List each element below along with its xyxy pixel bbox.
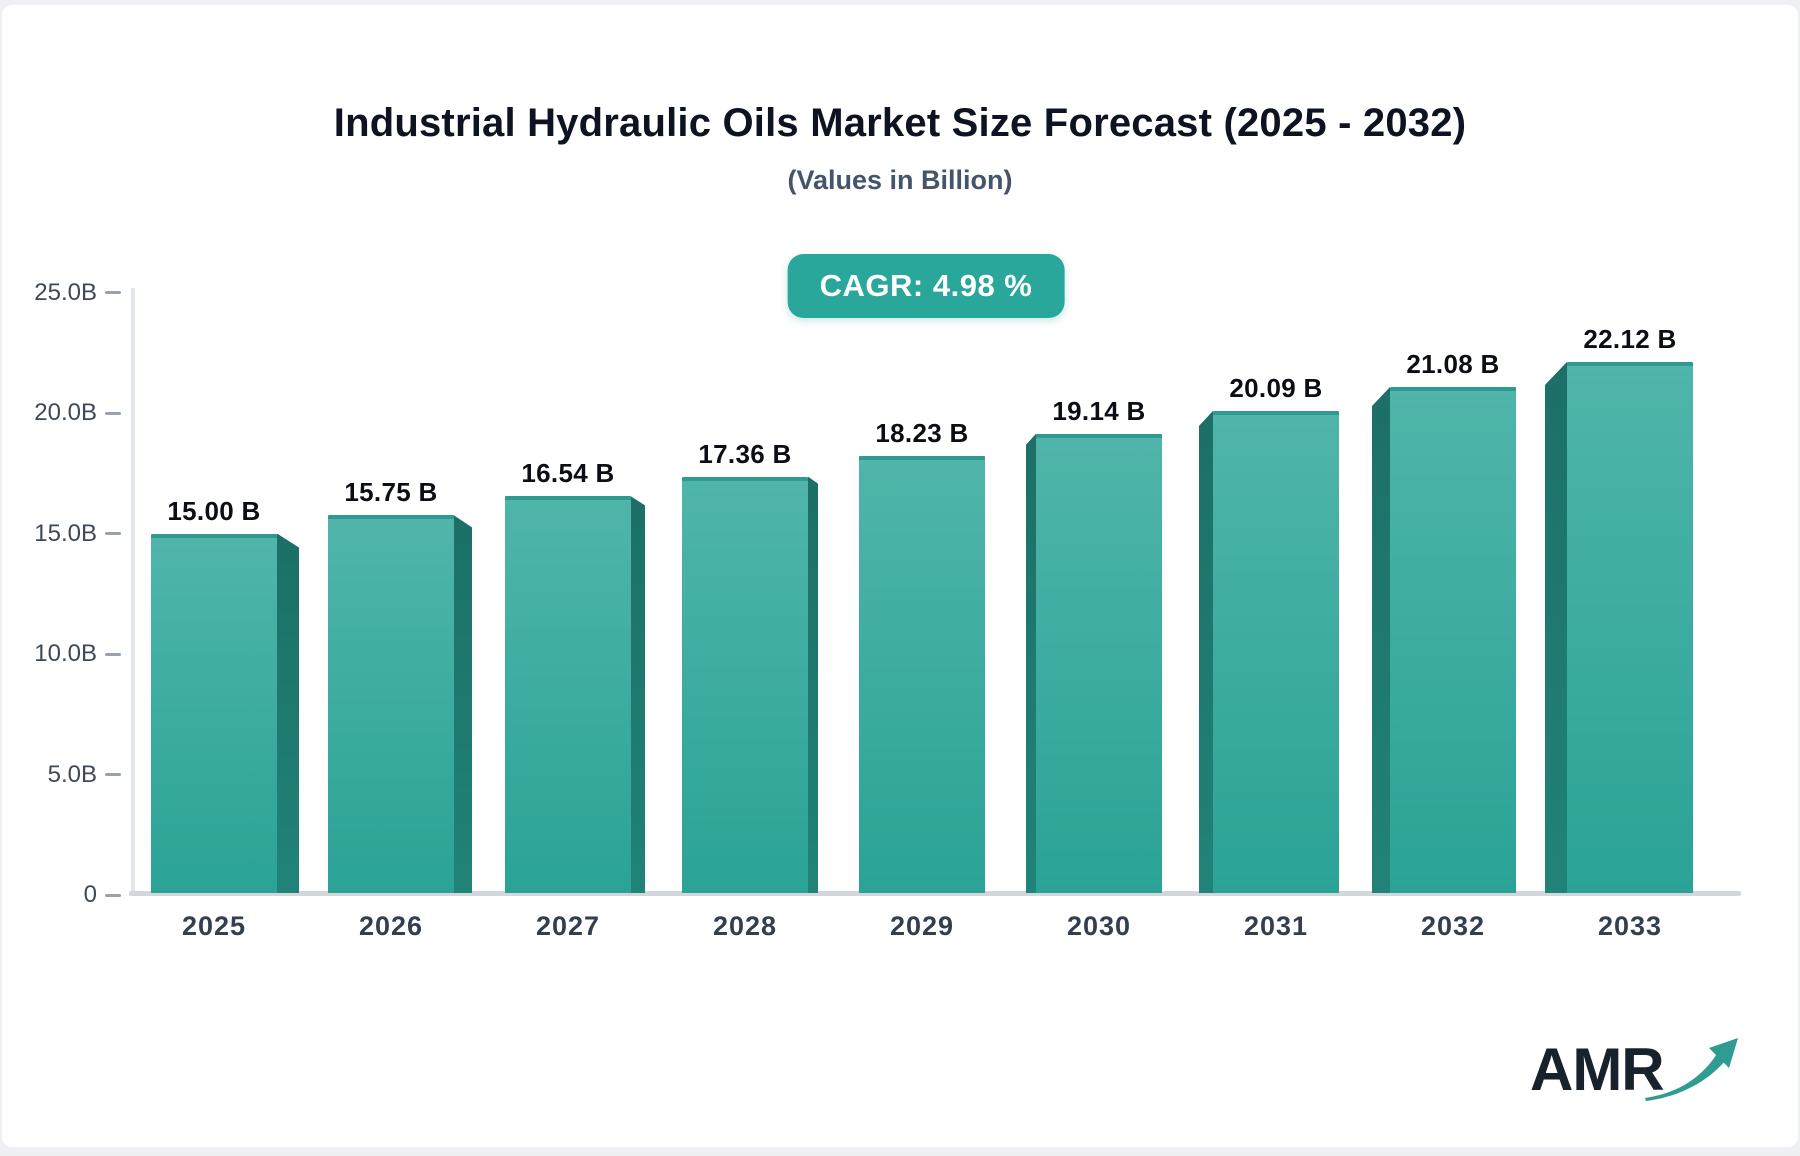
bar-2030[interactable] — [1036, 433, 1162, 893]
bar-2028[interactable] — [682, 476, 808, 893]
x-axis-label-2026: 2026 — [358, 911, 424, 941]
y-tick-label: 20.0B — [34, 399, 97, 426]
bar-2025[interactable] — [151, 533, 277, 893]
bar-value-label: 16.54 B — [521, 458, 615, 489]
y-tick-mark — [105, 411, 121, 415]
y-tick-label: 15.0B — [34, 519, 97, 547]
bar-side-face — [1545, 361, 1567, 893]
y-tick-label: 25.0B — [34, 278, 97, 306]
bar-2033[interactable] — [1567, 361, 1693, 893]
bar-value-label: 20.09 B — [1229, 372, 1323, 403]
bar-value-label: 15.00 B — [167, 495, 261, 526]
y-tick-mark — [105, 291, 121, 294]
bar-side-face — [277, 533, 299, 893]
bar-side-face — [454, 515, 472, 893]
bar-side-face — [808, 476, 818, 893]
bar-side-face — [1372, 386, 1390, 893]
y-axis-line — [131, 288, 135, 895]
bar-2031[interactable] — [1213, 410, 1339, 893]
bar-value-label: 15.75 B — [344, 477, 438, 508]
x-axis-label-2030: 2030 — [1066, 911, 1132, 941]
x-axis-label-2028: 2028 — [712, 911, 778, 941]
bar-value-label: 22.12 B — [1583, 323, 1677, 354]
bar-2027[interactable] — [505, 496, 631, 893]
bar-side-face — [631, 496, 645, 893]
bar-value-label: 18.23 B — [875, 417, 969, 448]
amr-logo: AMR — [1530, 1033, 1738, 1113]
y-tick-mark — [105, 893, 121, 897]
y-tick-mark — [105, 652, 121, 656]
x-axis-label-2031: 2031 — [1243, 911, 1309, 941]
logo-arrow-icon — [1645, 1038, 1738, 1101]
bar-side-face — [1199, 410, 1213, 893]
y-tick-label: 0 — [83, 881, 97, 908]
x-axis-label-2027: 2027 — [535, 911, 601, 941]
chart-title: Industrial Hydraulic Oils Market Size Fo… — [333, 101, 1467, 145]
cagr-badge-label: CAGR: 4.98 % — [819, 268, 1033, 303]
bar-value-label: 19.14 B — [1052, 395, 1146, 426]
x-axis-label-2032: 2032 — [1420, 911, 1486, 941]
x-axis-label-2025: 2025 — [181, 911, 247, 941]
x-axis-label-2033: 2033 — [1597, 911, 1663, 941]
y-tick-label: 10.0B — [34, 640, 97, 667]
chart-card: Industrial Hydraulic Oils Market Size Fo… — [2, 5, 1798, 1147]
y-tick-mark — [105, 532, 121, 535]
bar-2026[interactable] — [328, 515, 454, 893]
y-tick-mark — [105, 773, 121, 776]
x-axis-label-2029: 2029 — [889, 911, 955, 941]
chart-subtitle: (Values in Billion) — [787, 165, 1013, 195]
x-axis-baseline — [129, 891, 1741, 896]
bar-side-face — [1026, 433, 1036, 893]
y-tick-label: 5.0B — [47, 760, 97, 788]
bar-2029[interactable] — [859, 455, 985, 893]
cagr-badge: CAGR: 4.98 % — [787, 254, 1065, 318]
plot-area: 25.0B 20.0B 15.0B 10.0B 5.0B 0 15.00 B 15.75 B… — [2, 5, 1798, 1147]
amr-logo-text: AMR — [1530, 1036, 1665, 1103]
bar-value-label: 17.36 B — [698, 438, 792, 469]
bar-value-label: 21.08 B — [1406, 348, 1500, 379]
bar-2032[interactable] — [1390, 386, 1516, 893]
